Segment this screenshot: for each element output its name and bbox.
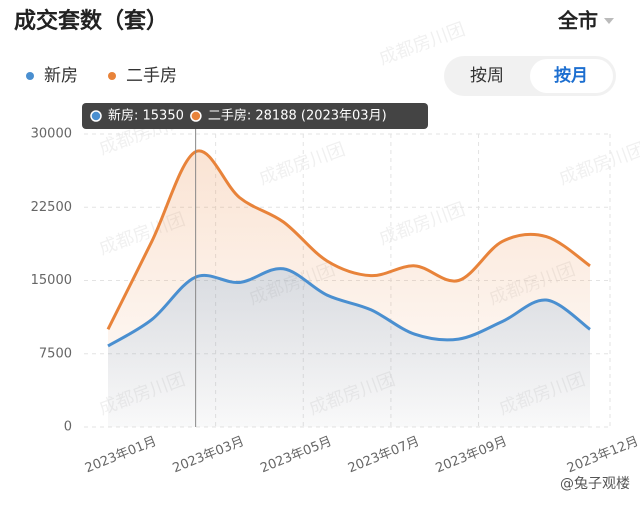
toggle-active [530,59,613,93]
watermark: 成都房川团 [376,199,468,250]
y-tick-label: 22500 [31,200,72,215]
x-tick-label: 2023年01月 [83,434,159,476]
tooltip-item: 二手房: 28188 (2023年03月) [208,108,387,124]
x-tick-label: 2023年05月 [258,434,334,476]
legend-label: 二手房 [126,66,177,86]
dropdown-arrow [604,18,614,24]
x-tick-label: 2023年07月 [346,434,422,476]
y-tick-label: 7500 [39,346,72,361]
watermark: 成都房川团 [556,139,640,190]
legend-label: 新房 [44,66,78,86]
toggle-month[interactable]: 按月 [554,65,588,86]
x-tick-label: 2023年12月 [565,434,640,476]
tooltip-bg [82,103,428,129]
plot: 新房 二手房 0 7500 15000 22500 30000 2023年01月 2023年03… [26,66,640,492]
x-tick-label: 2023年09月 [434,434,510,476]
line [107,267,591,348]
y-tick-label: 0 [64,420,72,435]
tooltip-item: 新房: 15350 [108,108,184,124]
tooltip-dot [90,110,102,122]
y-tick-label: 15000 [31,273,72,288]
line [106,149,591,331]
y-tick-label: 30000 [31,127,72,142]
credit: @兔子观楼 [560,476,630,492]
region-select[interactable]: 全市 [557,9,598,33]
area [108,268,590,427]
legend-dot [108,72,116,80]
watermark: 成都房川团 [256,139,348,190]
title: 成交套数（套） [14,8,168,34]
x-tick-label: 2023年03月 [171,434,247,476]
toggle-week[interactable]: 按周 [470,66,504,86]
legend-dot [26,72,34,80]
tooltip-dot [190,110,202,122]
